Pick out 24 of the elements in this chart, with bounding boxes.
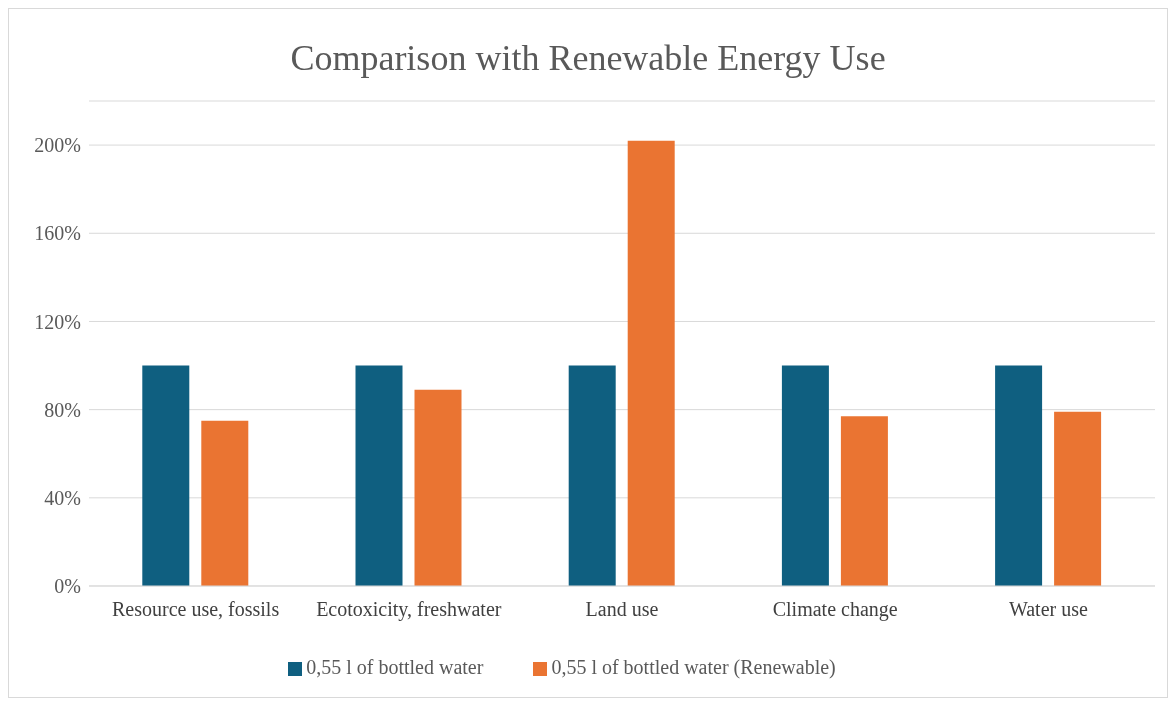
legend-label: 0,55 l of bottled water (Renewable) xyxy=(551,656,836,678)
bar xyxy=(355,365,403,586)
y-tick-label: 120% xyxy=(34,310,81,333)
y-tick-label: 0% xyxy=(54,575,81,598)
y-tick-label: 200% xyxy=(34,134,81,157)
bar xyxy=(414,389,462,586)
x-tick-label: Resource use, fossils xyxy=(112,598,280,621)
bar xyxy=(1054,411,1102,586)
bar xyxy=(995,365,1043,586)
y-tick-label: 160% xyxy=(34,222,81,245)
y-tick-label: 40% xyxy=(44,486,81,509)
chart-title: Comparison with Renewable Energy Use xyxy=(289,37,887,80)
legend-label: 0,55 l of bottled water xyxy=(306,656,484,678)
x-tick-label: Climate change xyxy=(772,598,898,622)
bar xyxy=(568,365,616,586)
x-tick-label: Water use xyxy=(1008,598,1088,621)
x-tick-label: Ecotoxicity, freshwater xyxy=(316,598,502,622)
bar xyxy=(627,140,675,586)
bar xyxy=(142,365,190,586)
bar xyxy=(201,420,249,586)
bar xyxy=(840,416,888,586)
y-tick-label: 80% xyxy=(44,398,81,421)
x-tick-label: Land use xyxy=(585,598,659,621)
bar xyxy=(781,365,829,586)
